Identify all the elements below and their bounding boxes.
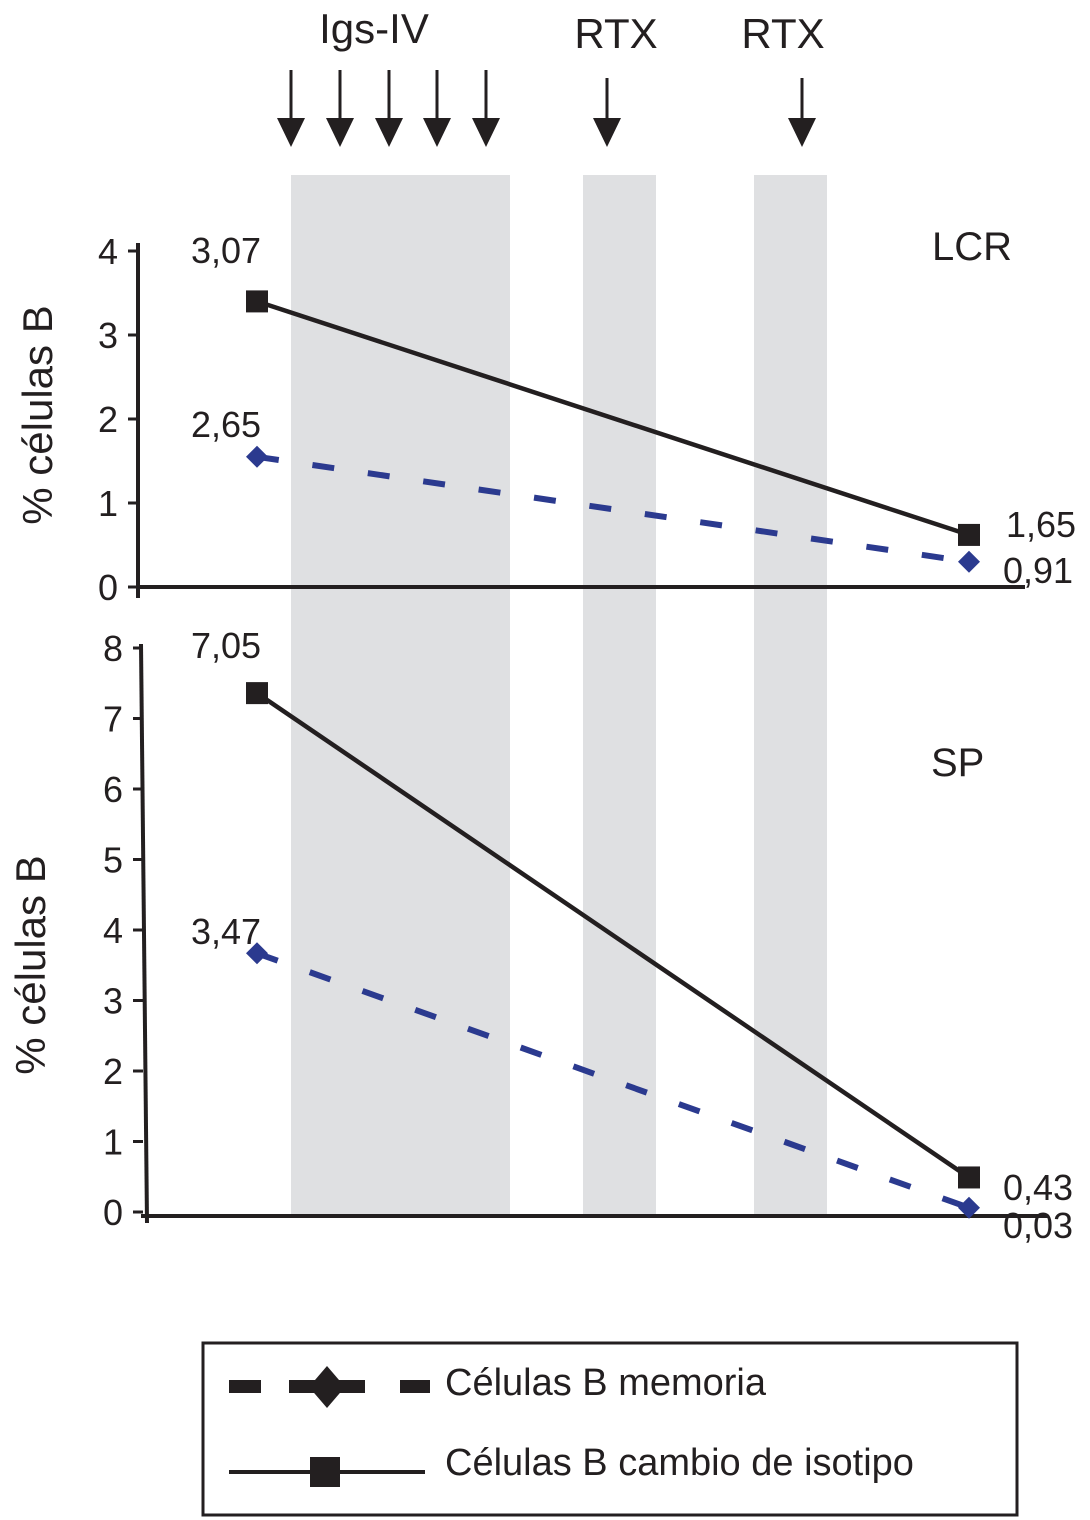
sp-switched-point-start	[246, 682, 268, 705]
phase-label-rtx-1: RTX	[574, 10, 657, 57]
lcr-switched-series-line	[256, 299, 970, 538]
legend-switched-label: Células B cambio de isotipo	[445, 1442, 914, 1484]
sp-memory-start-label: 3,47	[191, 911, 261, 952]
sp-switched-point-end	[958, 1166, 980, 1189]
lcr-y-tick-label: 3	[98, 315, 118, 356]
lcr-y-ticks: 0 1 2 3 4	[98, 231, 138, 608]
sp-y-tick-label: 6	[103, 769, 123, 810]
lcr-switched-point-end	[958, 523, 980, 546]
lcr-panel-label: LCR	[932, 225, 1012, 269]
rtx-period-band-1	[583, 175, 656, 1215]
sp-y-tick-label: 7	[103, 699, 123, 740]
lcr-memory-start-label: 2,65	[191, 404, 261, 445]
legend-switched-swatch	[229, 1457, 425, 1487]
sp-memory-point-start	[246, 942, 268, 965]
panel-lcr: 0 1 2 3 4 % células B LCR 3,07 1,65 2,65 0,9…	[14, 225, 1076, 608]
legend-memory-swatch	[229, 1366, 430, 1408]
legend-memory-label: Células B memoria	[445, 1362, 767, 1404]
dose-arrow-icon	[375, 70, 403, 147]
lcr-switched-end-label: 1,65	[1006, 504, 1076, 545]
dose-arrow-icon	[593, 78, 621, 147]
lcr-y-tick-label: 4	[98, 231, 118, 272]
sp-switched-start-label: 7,05	[191, 625, 261, 666]
sp-y-tick-label: 5	[103, 840, 123, 881]
sp-y-axis	[139, 643, 149, 1224]
sp-y-ticks: 0 1 2 3 4 5 6 7 8	[103, 628, 143, 1233]
sp-y-tick-label: 0	[103, 1192, 123, 1233]
dose-arrow-icon	[277, 70, 305, 147]
legend: Células B memoria Células B cambio de is…	[201, 1341, 1019, 1517]
rtx-period-band-2	[754, 175, 827, 1215]
sp-switched-series-line	[255, 691, 971, 1180]
square-marker-icon	[310, 1457, 340, 1487]
sp-memory-series-line	[255, 950, 971, 1211]
lcr-y-tick-label: 0	[98, 567, 118, 608]
phase-label-rtx-2: RTX	[741, 10, 824, 57]
dose-arrow-icon	[472, 70, 500, 147]
lcr-y-axis-label: % células B	[14, 305, 61, 524]
lcr-switched-start-label: 3,07	[191, 230, 261, 271]
dose-arrow-icon	[788, 78, 816, 147]
lcr-memory-end-label: 0,91	[1003, 550, 1073, 591]
dose-arrow-icon	[423, 70, 451, 147]
lcr-y-tick-label: 1	[98, 483, 118, 524]
sp-y-axis-label: % células B	[7, 855, 54, 1074]
lcr-y-tick-label: 2	[98, 399, 118, 440]
sp-y-tick-label: 2	[103, 1051, 123, 1092]
lcr-switched-point-start	[246, 290, 268, 313]
sp-y-tick-label: 8	[103, 628, 123, 669]
sp-switched-end-label: 0,43	[1003, 1167, 1073, 1208]
sp-y-tick-label: 1	[103, 1122, 123, 1163]
lcr-memory-point-start	[246, 445, 268, 468]
lcr-memory-point-end	[958, 550, 980, 573]
diamond-marker-icon	[309, 1366, 345, 1408]
dose-arrow-icon	[326, 70, 354, 147]
phase-label-igs-iv: Igs-IV	[319, 5, 429, 52]
sp-memory-end-label: 0,03	[1003, 1205, 1073, 1246]
lcr-memory-series-line	[256, 453, 970, 565]
sp-memory-point-end	[958, 1196, 980, 1219]
sp-series	[246, 682, 980, 1219]
lcr-series	[246, 290, 980, 573]
dose-arrows	[277, 70, 816, 147]
sp-y-tick-label: 4	[103, 910, 123, 951]
sp-y-tick-label: 3	[103, 981, 123, 1022]
igs-iv-period-band	[291, 175, 510, 1215]
sp-panel-label: SP	[931, 741, 984, 785]
